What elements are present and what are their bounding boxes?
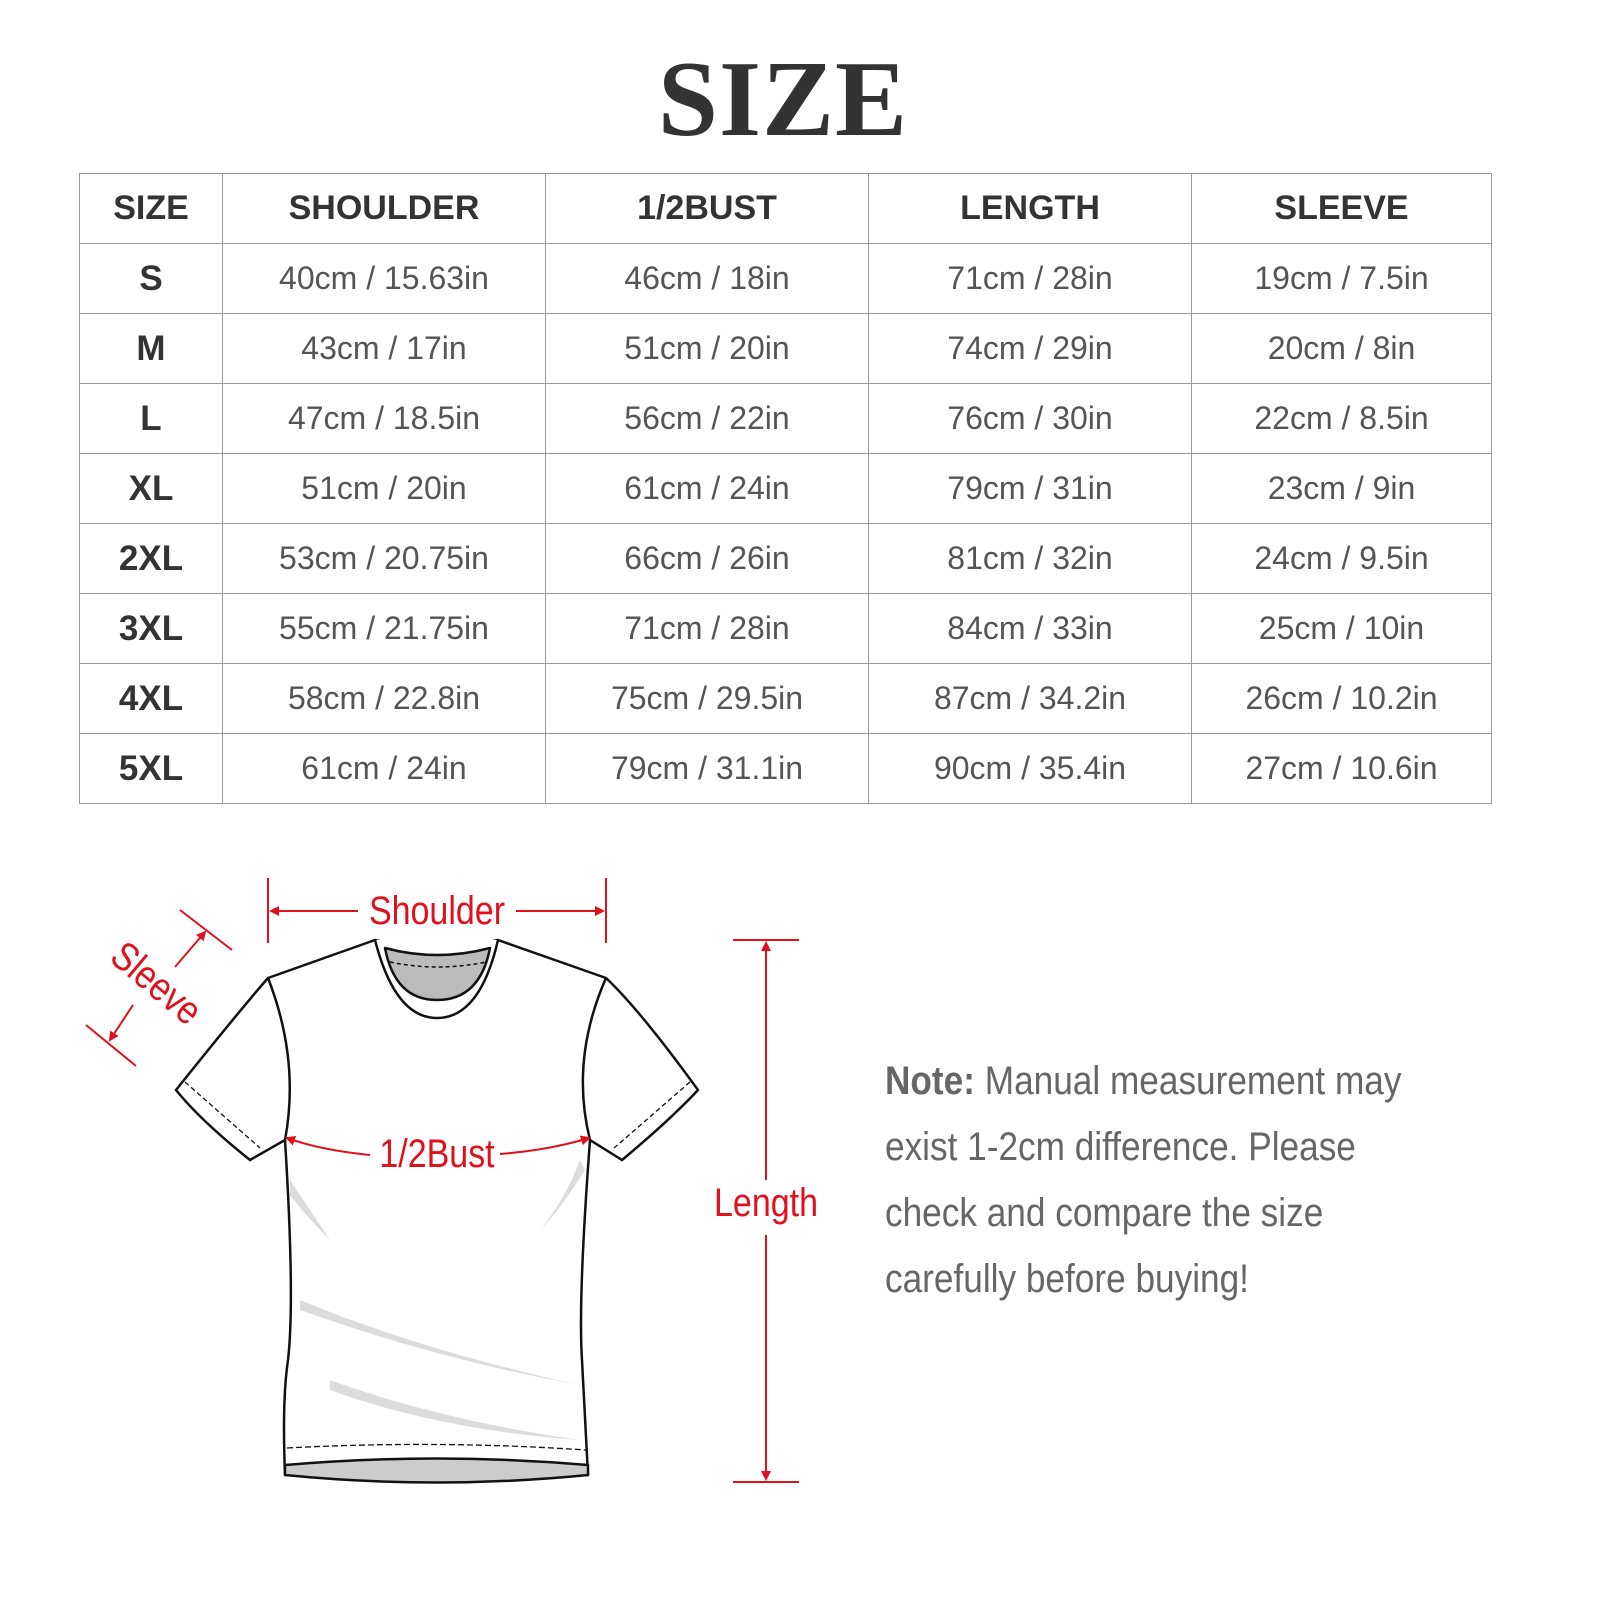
bust-measure: [285, 1135, 591, 1156]
shoulder-cell: 47cm / 18.5in: [222, 383, 546, 454]
sleeve-cell: 22cm / 8.5in: [1191, 383, 1492, 454]
length-cell: 90cm / 35.4in: [868, 733, 1192, 804]
tshirt-measurement-diagram: Shoulder Sleeve 1/2Bust Length: [85, 878, 818, 1484]
size-cell: 2XL: [79, 523, 223, 594]
sleeve-label: Sleeve: [102, 932, 211, 1033]
note-line: check and compare the size: [885, 1191, 1324, 1235]
length-cell: 74cm / 29in: [868, 313, 1192, 384]
bust-label: 1/2Bust: [379, 1130, 495, 1175]
column-header-bust: 1/2BUST: [545, 173, 869, 244]
table-row: 4XL 58cm / 22.8in 75cm / 29.5in 87cm / 34.2…: [79, 663, 1492, 734]
note-label: Note:: [885, 1059, 975, 1103]
sleeve-cell: 23cm / 9in: [1191, 453, 1492, 524]
length-cell: 79cm / 31in: [868, 453, 1192, 524]
column-header-shoulder: SHOULDER: [222, 173, 546, 244]
table-row: S 40cm / 15.63in 46cm / 18in 71cm / 28in 19c…: [79, 243, 1492, 314]
shoulder-cell: 55cm / 21.75in: [222, 593, 546, 664]
shoulder-label: Shoulder: [369, 887, 505, 932]
bust-cell: 46cm / 18in: [545, 243, 869, 314]
length-cell: 76cm / 30in: [868, 383, 1192, 454]
page-title: SIZE: [657, 40, 909, 159]
tshirt-icon: [174, 938, 700, 1484]
sleeve-cell: 25cm / 10in: [1191, 593, 1492, 664]
table-row: 3XL 55cm / 21.75in 71cm / 28in 84cm / 33in 2…: [79, 593, 1492, 664]
bust-cell: 66cm / 26in: [545, 523, 869, 594]
column-header-length: LENGTH: [868, 173, 1192, 244]
length-label: Length: [714, 1179, 818, 1224]
size-cell: L: [79, 383, 223, 454]
bust-cell: 75cm / 29.5in: [545, 663, 869, 734]
table-row: M 43cm / 17in 51cm / 20in 74cm / 29in 20cm /…: [79, 313, 1492, 384]
note-line: carefully before buying!: [885, 1257, 1249, 1301]
table-row: XL 51cm / 20in 61cm / 24in 79cm / 31in 23cm …: [79, 453, 1492, 524]
measurement-note: Note: Manual measurement may exist 1-2cm…: [885, 1048, 1448, 1312]
sleeve-cell: 19cm / 7.5in: [1191, 243, 1492, 314]
table-row: 2XL 53cm / 20.75in 66cm / 26in 81cm / 32in 2…: [79, 523, 1492, 594]
size-cell: XL: [79, 453, 223, 524]
size-cell: M: [79, 313, 223, 384]
table-row: 5XL 61cm / 24in 79cm / 31.1in 90cm / 35.4in…: [79, 733, 1492, 804]
size-cell: 3XL: [79, 593, 223, 664]
shoulder-cell: 40cm / 15.63in: [222, 243, 546, 314]
length-cell: 81cm / 32in: [868, 523, 1192, 594]
bust-cell: 61cm / 24in: [545, 453, 869, 524]
length-cell: 84cm / 33in: [868, 593, 1192, 664]
length-measure: [733, 939, 799, 1483]
sleeve-cell: 24cm / 9.5in: [1191, 523, 1492, 594]
sleeve-cell: 20cm / 8in: [1191, 313, 1492, 384]
shoulder-measure: [267, 878, 607, 943]
table-header-row: SIZE SHOULDER 1/2BUST LENGTH SLEEVE: [79, 173, 1492, 244]
note-line: exist 1-2cm difference. Please: [885, 1125, 1356, 1169]
shoulder-cell: 58cm / 22.8in: [222, 663, 546, 734]
length-cell: 71cm / 28in: [868, 243, 1192, 314]
column-header-size: SIZE: [79, 173, 223, 244]
bust-cell: 51cm / 20in: [545, 313, 869, 384]
shoulder-cell: 51cm / 20in: [222, 453, 546, 524]
length-cell: 87cm / 34.2in: [868, 663, 1192, 734]
note-line: Manual measurement may: [984, 1059, 1402, 1103]
size-table: SIZE SHOULDER 1/2BUST LENGTH SLEEVE S 40cm / …: [79, 173, 1492, 804]
column-header-sleeve: SLEEVE: [1191, 173, 1492, 244]
size-cell: 4XL: [79, 663, 223, 734]
bust-cell: 71cm / 28in: [545, 593, 869, 664]
shoulder-cell: 61cm / 24in: [222, 733, 546, 804]
bust-cell: 79cm / 31.1in: [545, 733, 869, 804]
shoulder-cell: 53cm / 20.75in: [222, 523, 546, 594]
shoulder-cell: 43cm / 17in: [222, 313, 546, 384]
sleeve-measure: [85, 909, 233, 1067]
sleeve-cell: 26cm / 10.2in: [1191, 663, 1492, 734]
size-cell: S: [79, 243, 223, 314]
bust-cell: 56cm / 22in: [545, 383, 869, 454]
size-cell: 5XL: [79, 733, 223, 804]
table-row: L 47cm / 18.5in 56cm / 22in 76cm / 30in 22cm…: [79, 383, 1492, 454]
sleeve-cell: 27cm / 10.6in: [1191, 733, 1492, 804]
